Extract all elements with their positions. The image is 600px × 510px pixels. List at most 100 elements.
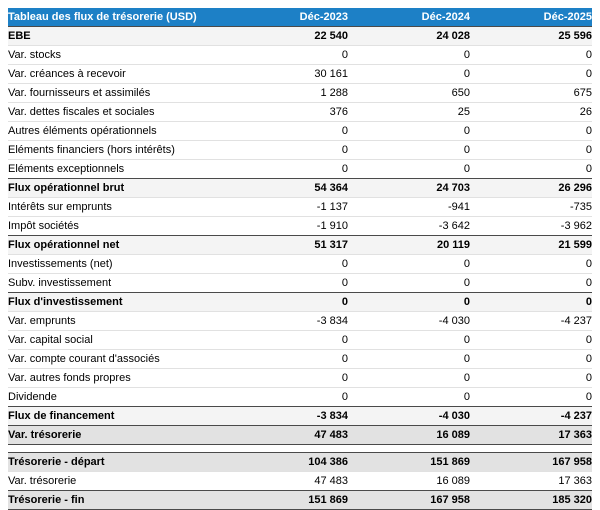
row-label: Dividende [8,387,226,407]
row-label: Eléments financiers (hors intérêts) [8,140,226,160]
row-value: 17 363 [470,425,592,445]
row-value: 0 [348,159,470,179]
row-label: EBE [8,26,226,46]
row-label: Var. compte courant d'associés [8,349,226,369]
row-label: Var. créances à recevoir [8,64,226,84]
row-value: 21 599 [470,235,592,255]
row-value: 0 [226,273,348,293]
row-label: Eléments exceptionnels [8,159,226,179]
table-row: Var. capital social 0 0 0 [8,330,592,350]
row-value: 0 [348,64,470,84]
row-value: 0 [226,159,348,179]
row-value: -3 962 [470,216,592,236]
table-row: Trésorerie - fin 151 869 167 958 185 320 [8,490,592,510]
row-value: 0 [470,273,592,293]
row-value: 0 [470,330,592,350]
row-value: 0 [470,254,592,274]
row-value: 0 [348,368,470,388]
row-value: 0 [348,45,470,65]
row-label: Var. emprunts [8,311,226,331]
row-value: 0 [226,368,348,388]
row-value: 0 [226,330,348,350]
row-label: Var. trésorerie [8,425,226,445]
row-value: 104 386 [226,452,348,472]
row-value: 675 [470,83,592,103]
row-label [8,444,226,453]
table-row: EBE 22 540 24 028 25 596 [8,26,592,46]
row-value: 0 [348,273,470,293]
row-value: 0 [348,254,470,274]
table-row: Var. fournisseurs et assimilés 1 288 650 67… [8,83,592,103]
row-value: 26 [470,102,592,122]
table-row: Eléments exceptionnels 0 0 0 [8,159,592,179]
row-value: 0 [348,292,470,312]
row-value: -4 237 [470,406,592,426]
row-value: 0 [470,368,592,388]
row-value: -4 030 [348,406,470,426]
row-value: 0 [226,387,348,407]
table-title: Tableau des flux de trésorerie (USD) [8,8,226,27]
row-value: -3 834 [226,406,348,426]
table-row: Flux d'investissement 0 0 0 [8,292,592,312]
column-header: Déc-2025 [470,8,592,27]
row-value: -4 237 [470,311,592,331]
table-row: Eléments financiers (hors intérêts) 0 0 0 [8,140,592,160]
row-value: 0 [470,140,592,160]
row-value: 0 [348,330,470,350]
row-label: Var. dettes fiscales et sociales [8,102,226,122]
row-value: 30 161 [226,64,348,84]
row-label: Var. stocks [8,45,226,65]
table-row: Var. trésorerie 47 483 16 089 17 363 [8,471,592,491]
row-value: 0 [470,159,592,179]
table-header-row: Tableau des flux de trésorerie (USD) Déc… [8,8,592,27]
row-value: 1 288 [226,83,348,103]
row-value: 47 483 [226,471,348,491]
row-value: 0 [470,45,592,65]
table-row: Var. emprunts -3 834 -4 030 -4 237 [8,311,592,331]
row-value: 0 [348,121,470,141]
table-row: Flux opérationnel brut 54 364 24 703 26 296 [8,178,592,198]
row-value: 151 869 [348,452,470,472]
table-row: Var. dettes fiscales et sociales 376 25 26 [8,102,592,122]
table-row: Dividende 0 0 0 [8,387,592,407]
row-value: 0 [470,121,592,141]
row-value: 167 958 [348,490,470,510]
table-row: Intérêts sur emprunts -1 137 -941 -735 [8,197,592,217]
table-row: Var. compte courant d'associés 0 0 0 [8,349,592,369]
row-value: 25 [348,102,470,122]
row-value: 0 [348,387,470,407]
table-row: Impôt sociétés -1 910 -3 642 -3 962 [8,216,592,236]
row-value: -735 [470,197,592,217]
row-value: -4 030 [348,311,470,331]
row-label: Var. trésorerie [8,471,226,491]
row-label: Var. capital social [8,330,226,350]
row-value: 54 364 [226,178,348,198]
row-value: 0 [470,292,592,312]
row-value: 22 540 [226,26,348,46]
row-value: 0 [470,64,592,84]
row-value: 51 317 [226,235,348,255]
row-value: 16 089 [348,425,470,445]
row-label: Subv. investissement [8,273,226,293]
row-value: 24 703 [348,178,470,198]
row-value: 151 869 [226,490,348,510]
row-value: 17 363 [470,471,592,491]
row-label: Trésorerie - fin [8,490,226,510]
row-value: 376 [226,102,348,122]
row-value [226,444,348,453]
column-header: Déc-2024 [348,8,470,27]
row-value: 167 958 [470,452,592,472]
row-value: 24 028 [348,26,470,46]
row-value: 20 119 [348,235,470,255]
row-value: -1 910 [226,216,348,236]
row-value: 0 [348,140,470,160]
row-label: Impôt sociétés [8,216,226,236]
row-value: 650 [348,83,470,103]
row-label: Autres éléments opérationnels [8,121,226,141]
row-label: Flux opérationnel net [8,235,226,255]
table-row: Var. créances à recevoir 30 161 0 0 [8,64,592,84]
table-row: Trésorerie - départ 104 386 151 869 167 958 [8,452,592,472]
row-label: Var. autres fonds propres [8,368,226,388]
table-row: Investissements (net) 0 0 0 [8,254,592,274]
